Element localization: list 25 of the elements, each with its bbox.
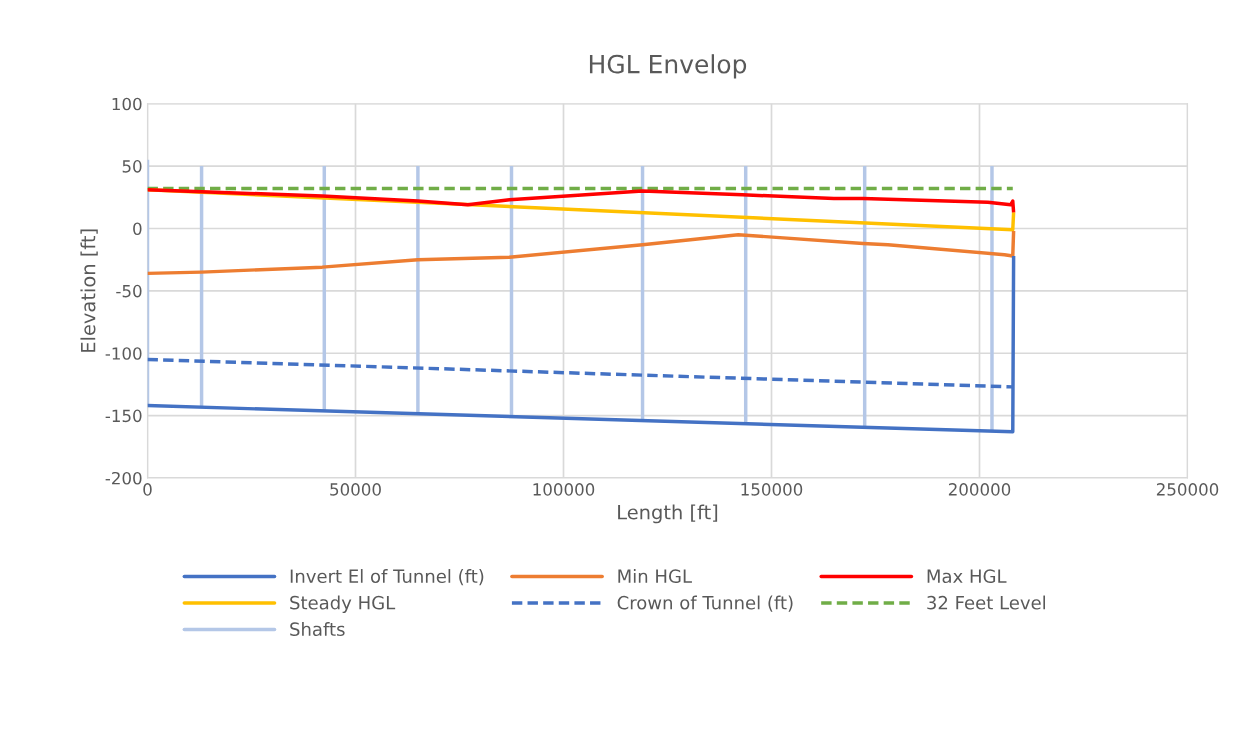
y-tick-label: 50: [122, 160, 142, 173]
legend-label: Max HGL: [927, 569, 1007, 584]
line-series: [147, 229, 1016, 276]
y-tick-label: -50: [116, 284, 142, 298]
line-series: [147, 188, 1016, 214]
y-tick-label: -200: [105, 471, 142, 485]
x-tick-label: 200000: [948, 483, 1011, 496]
x-tick-label: 0: [143, 483, 152, 496]
x-tick-label: 50000: [330, 483, 381, 496]
legend-label: Shafts: [290, 622, 345, 637]
x-tick-label: 100000: [533, 483, 595, 496]
y-tick-label: 0: [133, 222, 142, 236]
x-tick-label: 150000: [741, 483, 803, 496]
y-tick-label: -100: [105, 347, 142, 360]
legend-label: 32 Feet Level: [927, 595, 1046, 610]
y-axis-title: Elevation [ft]: [80, 229, 98, 352]
legend-label: Invert El of Tunnel (ft): [290, 569, 484, 586]
legend-label: Crown of Tunnel (ft): [617, 595, 793, 612]
y-tick-label: 100: [112, 97, 142, 111]
x-tick-label: 250000: [1156, 483, 1219, 496]
chart-title: HGL Envelop: [589, 54, 747, 79]
legend-label: Min HGL: [618, 569, 692, 584]
legend-label: Steady HGL: [290, 595, 396, 614]
y-tick-label: -150: [105, 409, 142, 423]
x-axis-title: Length [ft]: [618, 504, 718, 524]
